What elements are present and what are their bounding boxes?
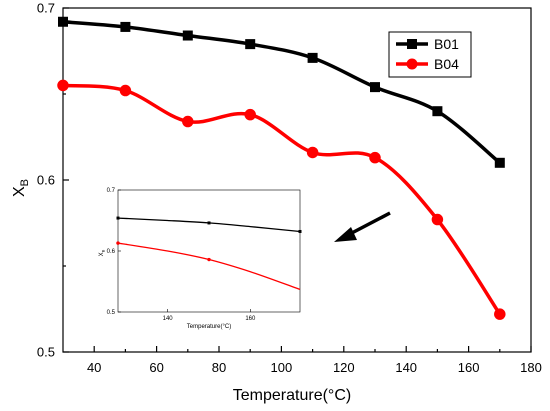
inset-y-axis-title-main: X — [99, 252, 105, 256]
annotation-arrow — [334, 211, 391, 242]
legend-box — [388, 31, 472, 78]
series-1-point — [58, 16, 68, 27]
series-2-point — [57, 79, 69, 92]
inset-plot: 140 160 0.5 0.6 0.7 Temperature(°C) XB — [99, 188, 302, 330]
series-2-point — [182, 115, 194, 128]
series-2-point — [306, 146, 319, 159]
x-tick-label: 100 — [271, 360, 293, 375]
series-2-point — [244, 108, 256, 121]
inset-series-2-point — [207, 257, 211, 262]
y-tick-label: 0.6 — [37, 173, 55, 188]
inset-x-axis-title: Temperature(°C) — [187, 324, 231, 330]
arrow-head — [334, 227, 357, 242]
y-axis-title: XB — [11, 179, 31, 197]
legend-label-2: B04 — [434, 56, 459, 72]
series-1-point — [182, 30, 193, 41]
series-2-point — [369, 151, 381, 164]
series-2-point — [119, 84, 132, 97]
x-tick-label: 60 — [149, 360, 163, 375]
x-tick-label: 80 — [212, 360, 226, 375]
inset-series-1-point — [207, 221, 211, 225]
inset-y-axis-title: XB — [99, 249, 106, 256]
inset-series-2-point — [116, 241, 120, 245]
y-tick-label: 0.7 — [37, 1, 55, 16]
x-tick-label: 140 — [395, 360, 417, 375]
series-1-point — [245, 39, 256, 50]
arrow-shaft — [347, 211, 391, 237]
y-axis-title-sub: B — [19, 179, 31, 186]
series-2-point — [431, 213, 444, 226]
series-1-point — [307, 52, 318, 63]
x-tick-label: 160 — [458, 360, 480, 375]
series-1-point — [370, 82, 380, 93]
inset-x-tick-label: 140 — [163, 316, 174, 322]
inset-plot-frame — [117, 189, 301, 313]
inset-series-1-point — [298, 229, 302, 233]
series-1-point — [432, 106, 443, 117]
y-tick-label: 0.5 — [37, 345, 55, 360]
inset-y-tick-label: 0.7 — [107, 188, 116, 194]
legend-label-1: B01 — [434, 36, 459, 52]
series-1-point — [494, 157, 505, 168]
inset-x-tick-label: 160 — [245, 316, 256, 322]
inset-y-axis-title-sub: B — [101, 249, 106, 252]
x-axis-title: Temperature(°C) — [233, 387, 351, 404]
legend-marker-1 — [407, 39, 417, 49]
y-axis-title-main: X — [11, 186, 28, 197]
legend-marker-2 — [406, 58, 418, 70]
inset-y-tick-label: 0.5 — [107, 310, 116, 316]
series-2-point — [494, 308, 506, 320]
x-tick-label: 40 — [87, 360, 101, 375]
x-tick-label: 180 — [520, 360, 542, 375]
x-tick-label: 120 — [333, 360, 355, 375]
series-1-point — [120, 21, 131, 32]
inset-series-1-point — [116, 216, 120, 220]
inset-y-tick-label: 0.6 — [107, 249, 116, 255]
